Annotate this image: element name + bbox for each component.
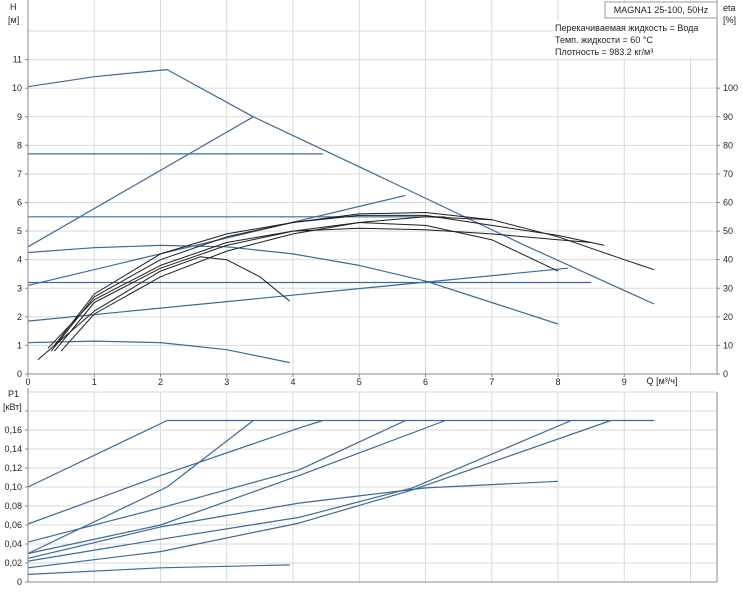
power-axis-unit: [кВт] [3,402,22,412]
y2-tick-label: 20 [723,312,733,322]
power-tick-label: 0,10 [4,482,22,492]
x-tick-label: 7 [489,377,494,387]
efficiency-curve [50,212,655,352]
x-tick-label: 9 [622,377,627,387]
power-curve [27,419,406,543]
y-tick-label: 9 [17,112,22,122]
q-unit: [м³/ч] [656,376,677,386]
y-tick-label: 3 [17,283,22,293]
y-tick-label: 0 [17,369,22,379]
y-tick-label: 8 [17,140,22,150]
power-curve [27,419,612,569]
info-temperature: Темп. жидкости = 60 °C [555,35,653,45]
power-tick-label: 0,16 [4,425,22,435]
power-tick-label: 0,12 [4,463,22,473]
y-tick-label: 2 [17,312,22,322]
efficiency-curve [54,214,605,346]
info-box [553,20,716,58]
power-tick-label: 0,04 [4,539,22,549]
head-curve [27,340,290,364]
efficiency-curves [37,212,655,361]
power-tick-label: 0,06 [4,520,22,530]
power-curve [27,419,323,525]
power-tick-label: 0,02 [4,558,22,568]
x-tick-label: 2 [158,377,163,387]
y2-tick-label: 60 [723,198,733,208]
y2-tick-label: 90 [723,112,733,122]
chart-title: MAGNA1 25-100, 50Hz [614,5,709,15]
power-tick-label: 0,08 [4,501,22,511]
x-tick-label: 6 [423,377,428,387]
power-curve [27,419,655,488]
x-tick-label: 8 [555,377,560,387]
y-tick-label: 5 [17,226,22,236]
y-tick-label: 11 [13,55,22,65]
efficiency-curve [54,222,559,352]
info-liquid: Перекачиваемая жидкость = Вода [555,23,698,33]
y2-tick-label: 10 [723,340,733,350]
y2-tick-label: 40 [723,255,733,265]
y2-tick-label: 70 [723,169,733,179]
y-tick-label: 1 [17,340,22,350]
q-label: Q [647,376,654,386]
power-curve [27,480,559,559]
eta-axis-label: eta [723,3,736,13]
x-tick-label: 4 [290,377,295,387]
x-tick-label: 3 [224,377,229,387]
title-box [604,1,718,19]
y-tick-label: 10 [12,83,22,93]
power-curve [27,419,572,562]
power-tick-label: 0,14 [4,444,22,454]
axes: 0 1 2 3 4 5 6 7 8 9012345678910110102030405060708… [4,0,738,587]
head-curve [27,244,559,325]
power-curve [27,420,254,555]
y2-tick-label: 50 [723,226,733,236]
efficiency-curve [47,227,592,349]
x-tick-label: 0 [25,377,30,387]
power-curve [27,564,290,575]
y2-tick-label: 0 [723,369,728,379]
y-tick-label: 4 [17,255,22,265]
info-density: Плотность = 983.2 кг/м³ [555,47,653,57]
y-tick-label: 7 [17,169,22,179]
head-curve [27,116,254,248]
y-tick-label: 6 [17,198,22,208]
power-curves [27,419,655,575]
y2-tick-label: 100 [723,83,738,93]
head-axis-label: H [10,2,17,12]
power-tick-label: 0 [17,577,22,587]
head-curve [27,267,568,322]
eta-axis-unit: [%] [723,15,736,25]
efficiency-curve [60,216,492,352]
head-axis-unit: [м] [8,15,19,25]
power-curve [27,419,446,555]
q-axis-label: Q [м³/ч] [647,376,678,386]
y2-tick-label: 80 [723,140,733,150]
y2-tick-label: 30 [723,283,733,293]
x-tick-label: 5 [357,377,362,387]
power-axis-label: P1 [8,389,19,399]
efficiency-curve [37,256,291,361]
head-curves [27,68,655,364]
x-tick-label: 1 [92,377,97,387]
